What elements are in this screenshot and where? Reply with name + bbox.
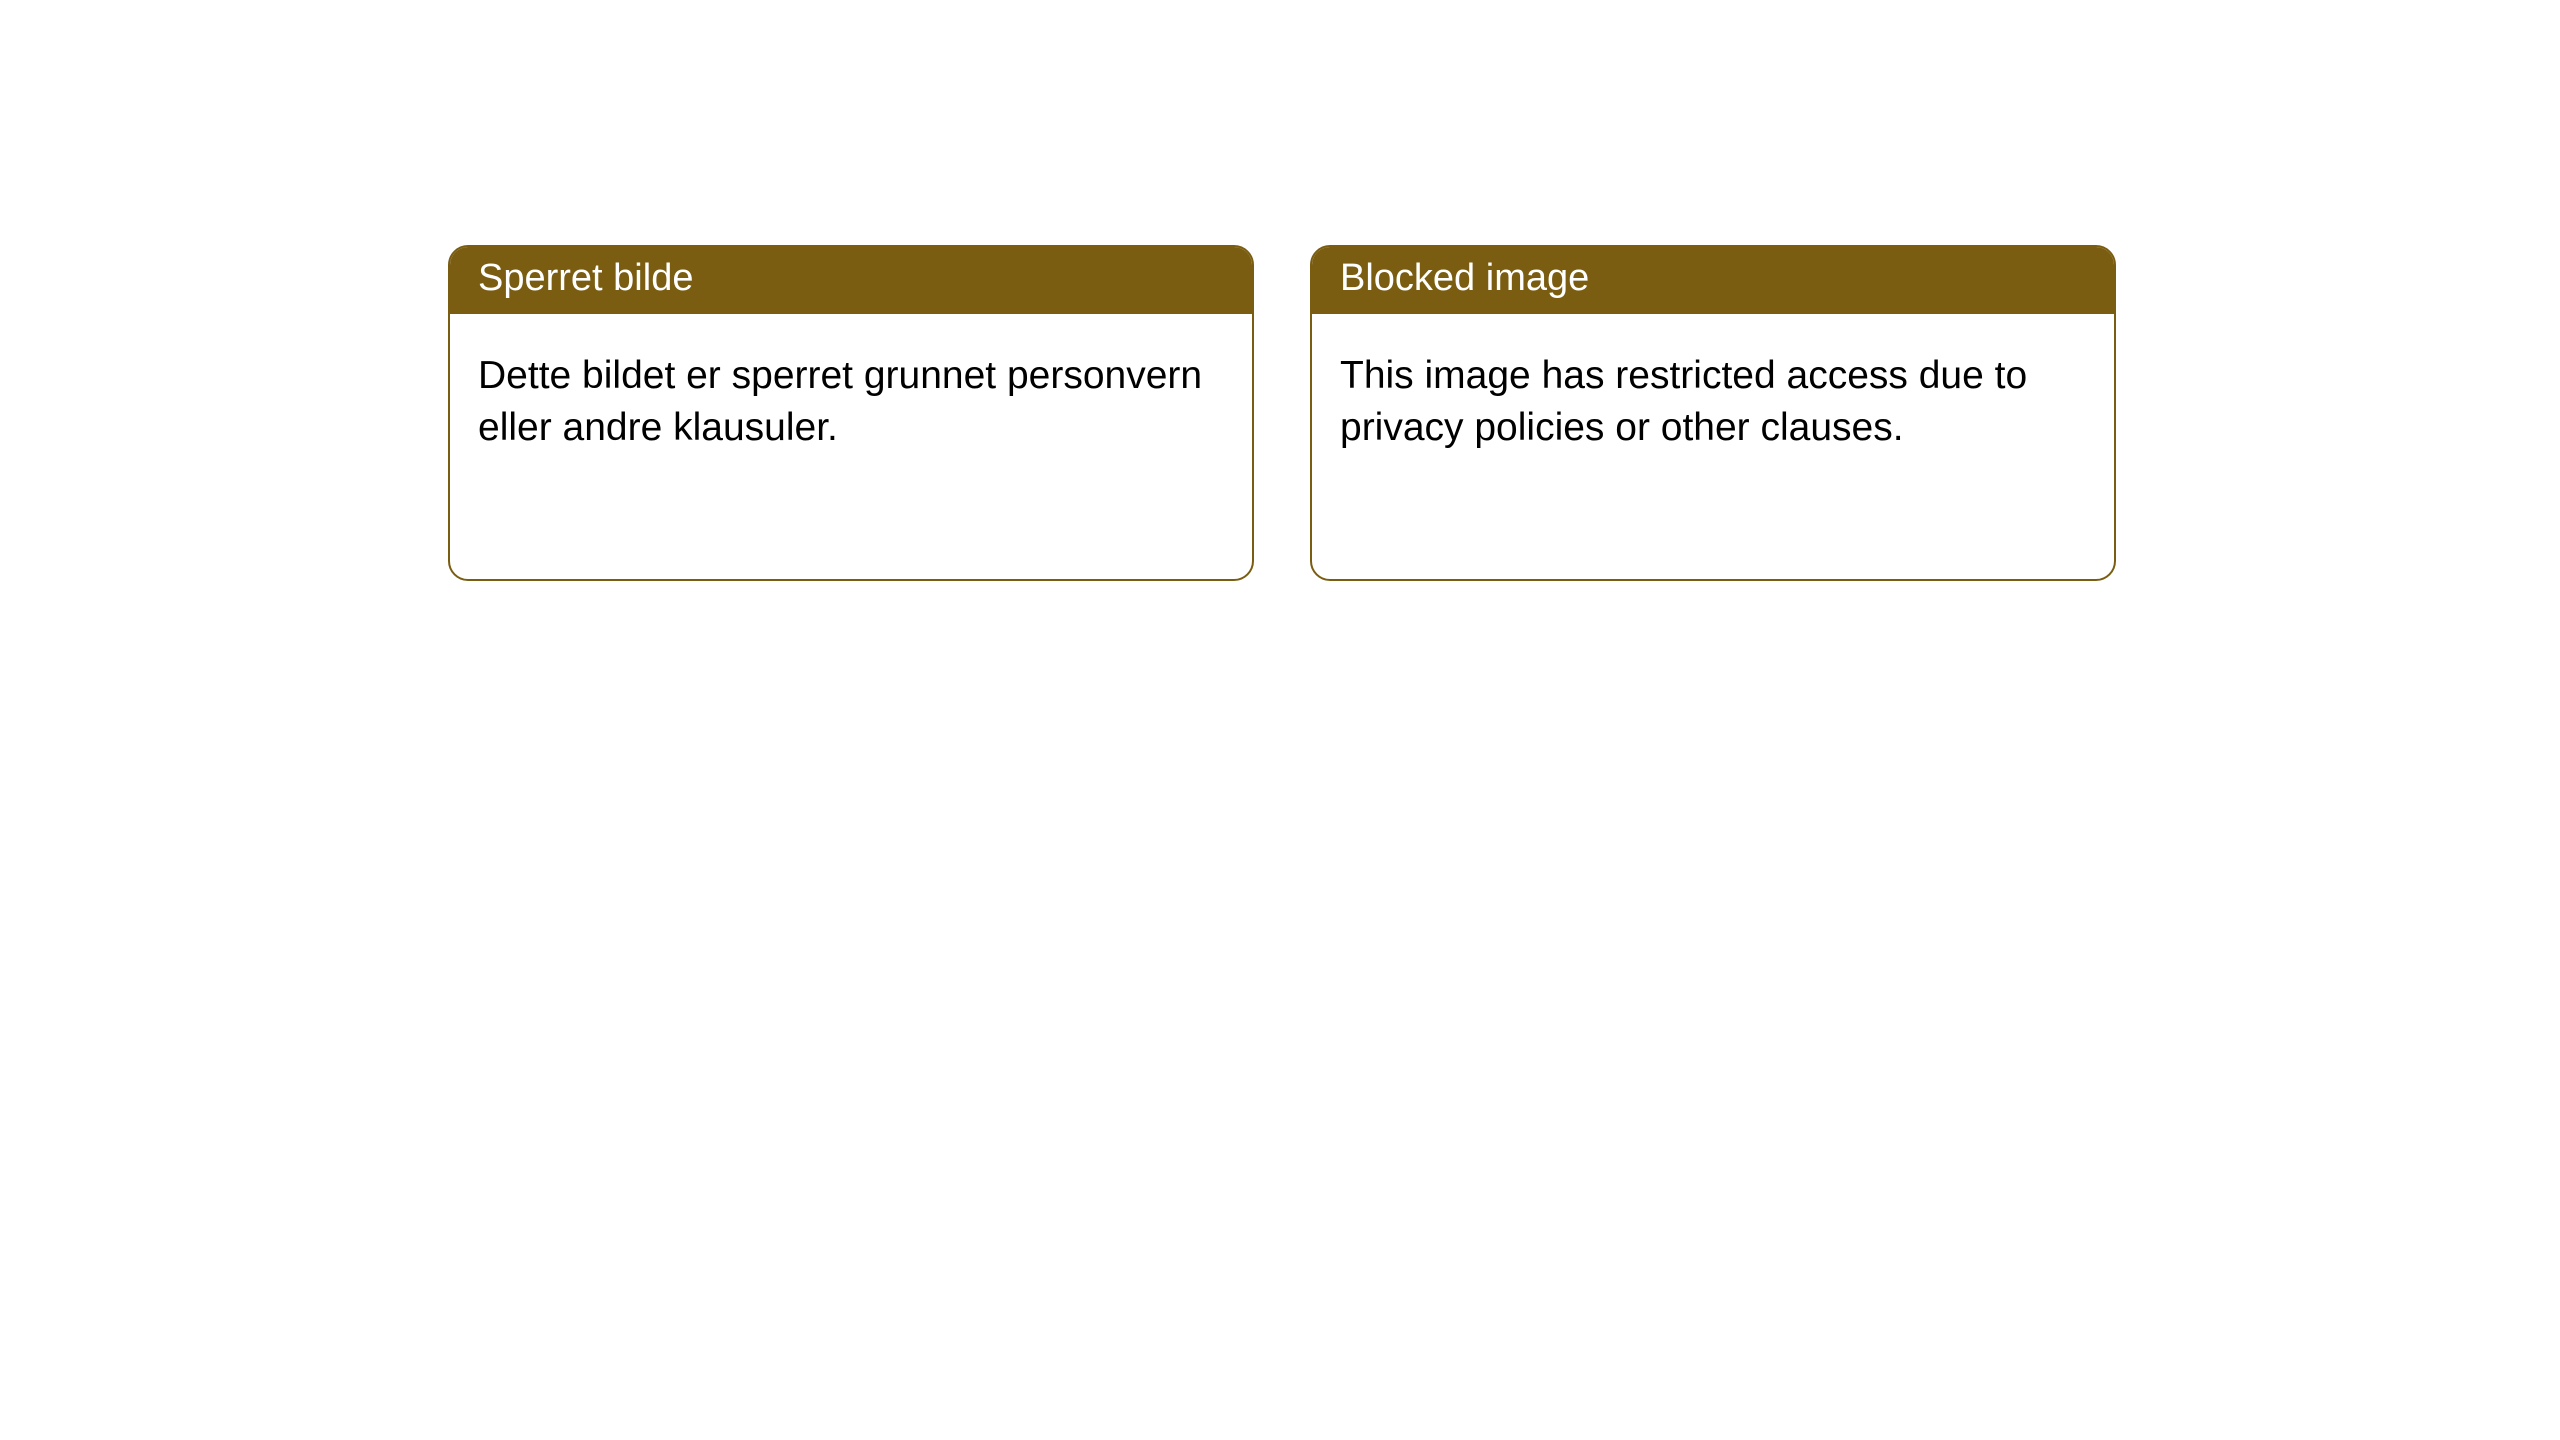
notice-container: Sperret bilde Dette bildet er sperret gr…: [0, 0, 2560, 581]
card-title: Sperret bilde: [478, 257, 693, 299]
card-body-text: Dette bildet er sperret grunnet personve…: [478, 354, 1202, 449]
card-body-text: This image has restricted access due to …: [1340, 354, 2027, 449]
card-title: Blocked image: [1340, 257, 1589, 299]
card-header: Sperret bilde: [450, 247, 1252, 314]
card-body: This image has restricted access due to …: [1312, 314, 2114, 490]
blocked-image-card-no: Sperret bilde Dette bildet er sperret gr…: [448, 245, 1254, 581]
card-header: Blocked image: [1312, 247, 2114, 314]
card-body: Dette bildet er sperret grunnet personve…: [450, 314, 1252, 490]
blocked-image-card-en: Blocked image This image has restricted …: [1310, 245, 2116, 581]
